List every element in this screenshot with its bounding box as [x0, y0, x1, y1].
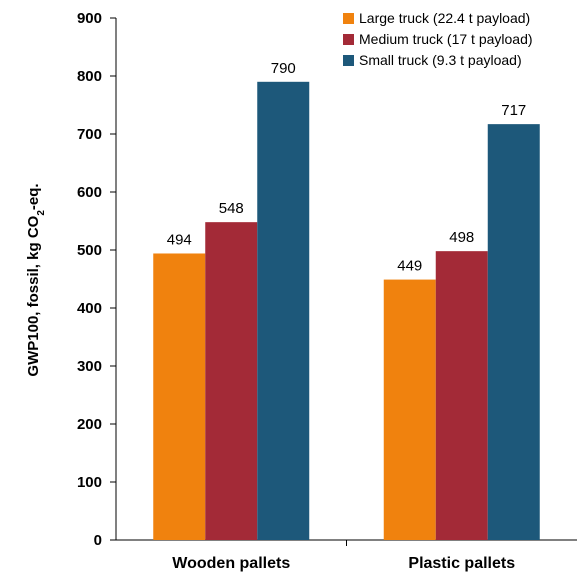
y-axis-title: GWP100, fossil, kg CO2-eq. [25, 183, 47, 376]
y-axis-title-main: GWP100, fossil, kg CO [25, 215, 42, 376]
y-tick-label: 900 [77, 10, 102, 27]
data-label: 548 [219, 200, 244, 217]
y-tick-label: 100 [77, 474, 102, 491]
legend-label: Large truck (22.4 t payload) [359, 10, 530, 26]
bar [487, 124, 540, 540]
y-tick-label: 0 [94, 532, 102, 549]
legend: Large truck (22.4 t payload) Medium truck… [343, 10, 533, 68]
data-label: 717 [501, 102, 526, 119]
y-axis-title-subscript: 2 [36, 210, 47, 216]
bar [257, 81, 310, 541]
bar [383, 279, 436, 540]
legend-label: Medium truck (17 t payload) [359, 31, 533, 47]
legend-swatch [343, 34, 354, 45]
data-label: 494 [167, 231, 192, 248]
legend-swatch [343, 13, 354, 24]
y-tick-label: 600 [77, 184, 102, 201]
svg-text:GWP100, fossil, kg CO2-eq.: GWP100, fossil, kg CO2-eq. [25, 183, 47, 376]
bar [435, 251, 488, 540]
y-tick-label: 400 [77, 300, 102, 317]
x-category-label: Plastic pallets [408, 555, 515, 572]
y-tick-label: 700 [77, 126, 102, 143]
data-label: 498 [449, 229, 474, 246]
bars: 494 548 790 449 498 717 [153, 60, 540, 541]
legend-swatch [343, 55, 354, 66]
y-axis-title-tail: -eq. [25, 183, 42, 210]
data-label: 790 [271, 60, 296, 77]
y-tick-label: 300 [77, 358, 102, 375]
bar [153, 253, 206, 541]
axes: 0 100 200 300 400 500 600 700 800 900 Wooden palle… [77, 10, 577, 572]
y-tick-label: 800 [77, 68, 102, 85]
legend-label: Small truck (9.3 t payload) [359, 52, 522, 68]
bar [205, 222, 258, 540]
data-label: 449 [397, 258, 422, 275]
y-tick-label: 500 [77, 242, 102, 259]
y-tick-label: 200 [77, 416, 102, 433]
x-category-label: Wooden pallets [172, 555, 290, 572]
